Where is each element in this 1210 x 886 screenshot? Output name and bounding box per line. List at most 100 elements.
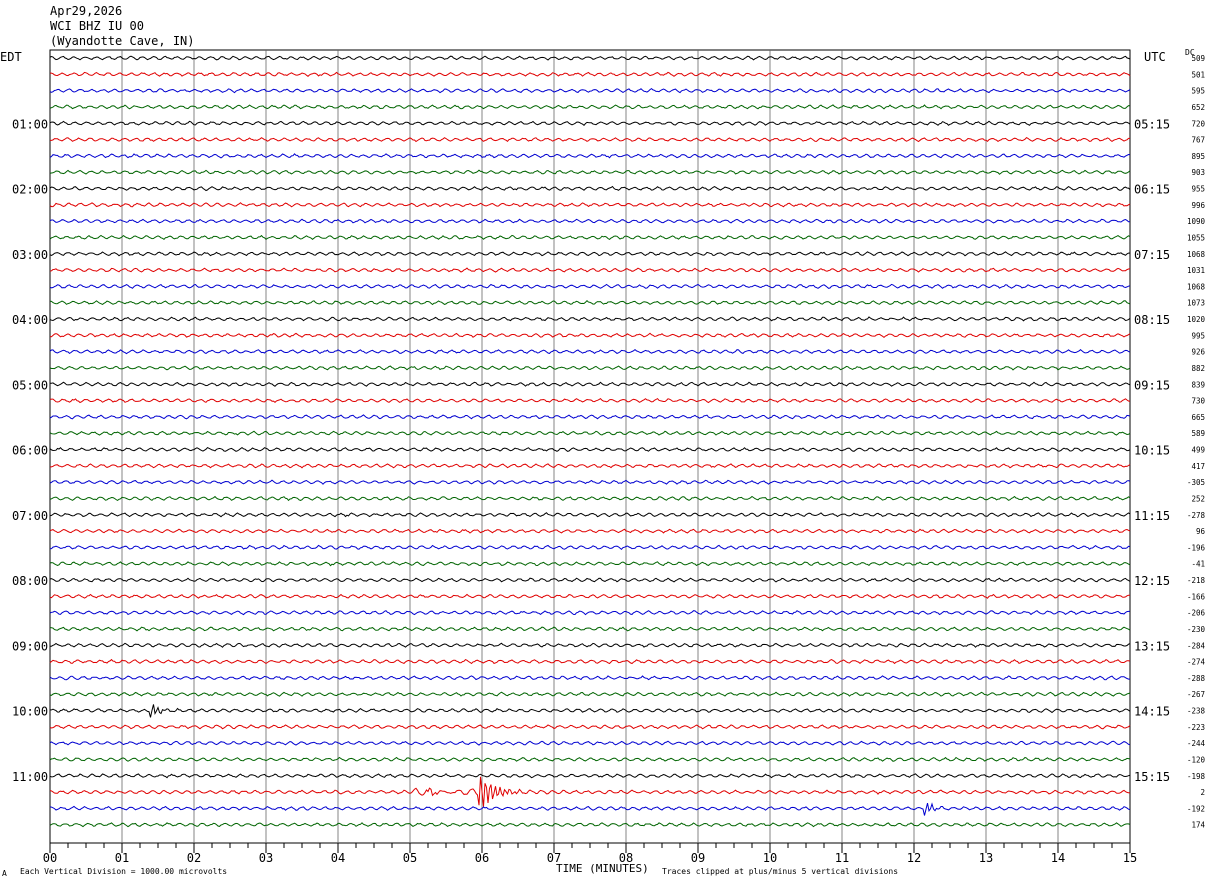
right-hour-label: 09:15: [1134, 378, 1170, 392]
trace-line: [49, 704, 1131, 718]
right-hour-label: 14:15: [1134, 705, 1170, 719]
trace-line: [49, 626, 1131, 632]
dc-offset-label: 417: [1191, 462, 1205, 471]
dc-offset-label: 96: [1196, 527, 1206, 536]
dc-offset-label: 2: [1200, 788, 1205, 797]
trace-line: [49, 802, 1131, 816]
right-hour-label: 06:15: [1134, 183, 1170, 197]
trace-line: [49, 185, 1131, 192]
dc-offset-label: -192: [1187, 804, 1205, 813]
dc-offset-label: 1031: [1187, 266, 1205, 275]
right-hour-label: 08:15: [1134, 313, 1170, 327]
x-tick-label: 15: [1123, 851, 1137, 865]
right-hour-label: 12:15: [1134, 574, 1170, 588]
trace-line: [49, 234, 1131, 241]
x-tick-label: 04: [331, 851, 345, 865]
dc-offset-label: 955: [1191, 185, 1205, 194]
trace-line: [49, 675, 1130, 681]
date-label: Apr29,2026: [50, 4, 123, 18]
left-hour-label: 06:00: [12, 444, 48, 458]
trace-line: [49, 169, 1131, 175]
trace-line: [49, 430, 1131, 436]
trace-line: [49, 365, 1131, 371]
dc-offset-label: -223: [1187, 723, 1205, 732]
trace-line: [49, 283, 1131, 289]
left-hour-label: 07:00: [12, 509, 48, 523]
right-timezone-label: UTC: [1144, 50, 1166, 64]
left-hour-label: 01:00: [12, 117, 48, 131]
dc-offset-label: -198: [1187, 772, 1206, 781]
trace-line: [49, 822, 1131, 828]
trace-line: [49, 55, 1131, 61]
trace-line: [49, 776, 1131, 807]
x-tick-label: 09: [691, 851, 705, 865]
dc-offset-label: 767: [1191, 136, 1205, 145]
dc-offset-label: 501: [1191, 70, 1205, 79]
trace-line: [49, 740, 1131, 746]
clip-note: Traces clipped at plus/minus 5 vertical …: [662, 867, 899, 876]
trace-line: [49, 153, 1131, 159]
trace-line: [49, 300, 1131, 306]
trace-line: [50, 71, 1131, 77]
x-tick-label: 10: [763, 851, 777, 865]
trace-line: [49, 202, 1131, 208]
trace-line: [50, 136, 1130, 143]
x-tick-label: 02: [187, 851, 201, 865]
right-hour-label: 10:15: [1134, 444, 1170, 458]
trace-line: [49, 414, 1131, 420]
dc-offset-label: 595: [1191, 87, 1205, 96]
x-tick-label: 11: [835, 851, 849, 865]
trace-line: [49, 724, 1131, 730]
trace-line: [49, 756, 1131, 762]
plot-frame: [49, 49, 1131, 844]
dc-offset-label: -305: [1187, 478, 1205, 487]
dc-offset-label: 903: [1191, 168, 1205, 177]
dc-offset-label: 499: [1191, 446, 1205, 455]
right-hour-label: 07:15: [1134, 248, 1170, 262]
x-tick-label: 05: [403, 851, 417, 865]
dc-offset-label: 1055: [1187, 233, 1205, 242]
right-hour-label: 11:15: [1134, 509, 1170, 523]
dc-offset-label: 996: [1191, 201, 1205, 210]
x-tick-label: 03: [259, 851, 273, 865]
dc-offset-label: 665: [1191, 413, 1205, 422]
trace-line: [49, 218, 1130, 224]
trace-line: [49, 610, 1130, 616]
dc-offset-label: 730: [1191, 397, 1205, 406]
dc-offset-label: 926: [1191, 348, 1205, 357]
dc-offset-label: 1020: [1187, 315, 1206, 324]
trace-line: [49, 642, 1131, 648]
left-hour-label: 02:00: [12, 183, 48, 197]
dc-offset-label: -274: [1187, 658, 1206, 667]
dc-offset-label: 895: [1191, 152, 1205, 161]
x-tick-label: 07: [547, 851, 561, 865]
location-label: (Wyandotte Cave, IN): [50, 34, 195, 48]
trace-line: [49, 593, 1130, 599]
x-tick-label: 01: [115, 851, 129, 865]
dc-offset-label: 509: [1191, 54, 1205, 63]
trace-line: [49, 528, 1131, 534]
dc-offset-label: -196: [1187, 543, 1206, 552]
dc-offset-label: 995: [1191, 331, 1205, 340]
right-hour-label: 05:15: [1134, 117, 1170, 131]
dc-offset-label: 1068: [1187, 250, 1206, 259]
dc-offset-label: 174: [1191, 821, 1205, 830]
x-tick-label: 00: [43, 851, 57, 865]
dc-offset-label: -218: [1187, 576, 1206, 585]
trace-line: [49, 512, 1131, 518]
trace-line: [50, 381, 1131, 387]
trace-line: [49, 495, 1131, 502]
dc-offset-label: 1068: [1187, 282, 1206, 291]
trace-line: [49, 397, 1131, 404]
trace-line: [49, 446, 1131, 452]
trace-line: [49, 691, 1131, 697]
dc-offset-label: -120: [1187, 755, 1206, 764]
x-axis-label: TIME (MINUTES): [556, 862, 649, 875]
trace-line: [49, 544, 1131, 550]
trace-line: [49, 120, 1131, 126]
x-tick-label: 08: [619, 851, 633, 865]
trace-line: [49, 479, 1131, 485]
x-tick-label: 14: [1051, 851, 1065, 865]
footer-mark: A: [2, 869, 7, 878]
dc-offset-label: 252: [1191, 494, 1205, 503]
